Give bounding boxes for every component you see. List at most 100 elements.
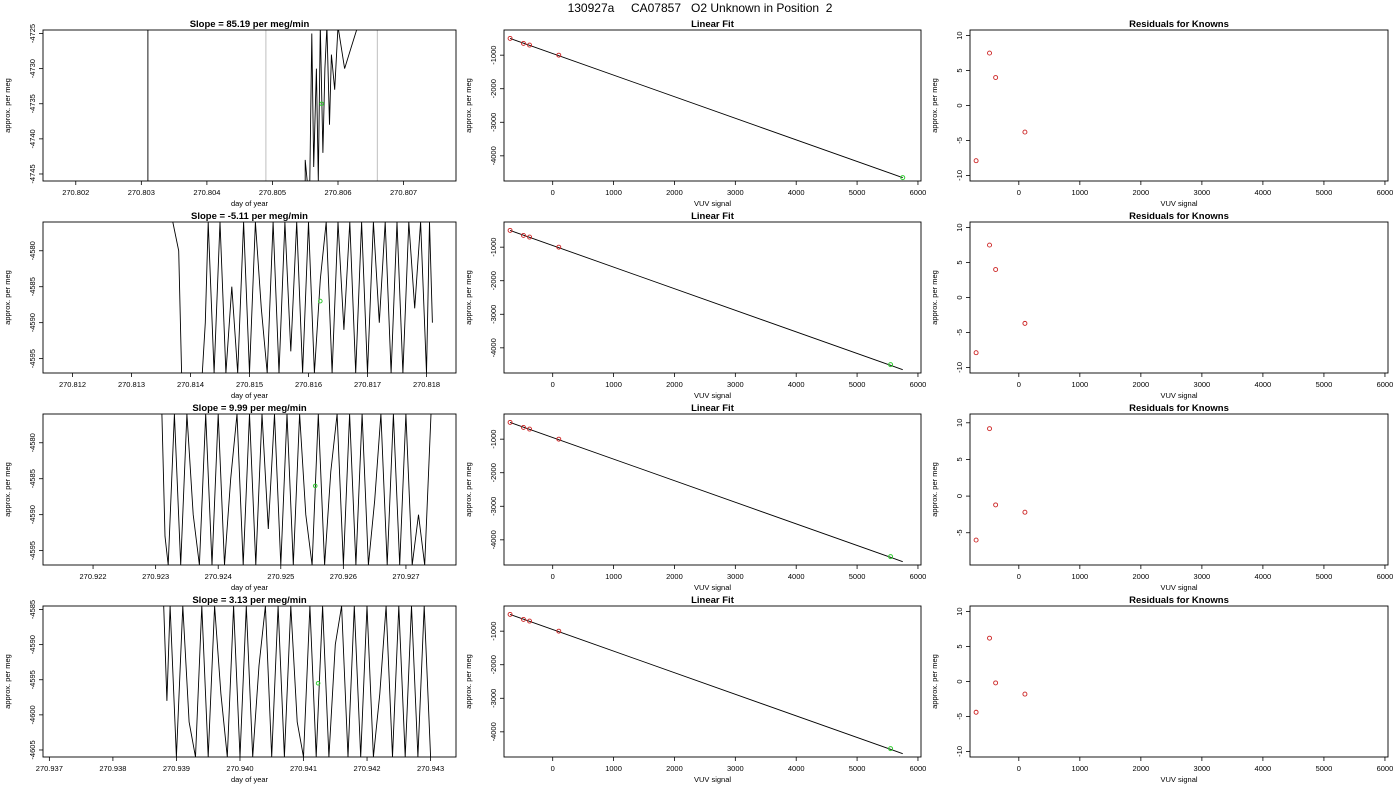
fit-1-xtick-label: 2000 — [666, 188, 683, 197]
resid-1-xtick-label: 1000 — [1071, 188, 1088, 197]
time-2-xtick-label: 270.816 — [295, 380, 322, 389]
fit-2-ytick-label: -1000 — [489, 238, 498, 257]
fit-1-unknown-point — [900, 175, 906, 181]
time-1-xtick-label: 270.804 — [193, 188, 220, 197]
resid-3-xtick-label: 4000 — [1255, 572, 1272, 581]
resid-4-plot-area — [973, 635, 1028, 715]
fit-2-known-point — [521, 232, 526, 238]
time-2-ytick-label: -4595 — [28, 349, 37, 368]
resid-2-xtick-label: 0 — [1017, 380, 1021, 389]
resid-3-xlabel: VUV signal — [1160, 583, 1197, 592]
fit-4-xtick-label: 2000 — [666, 764, 683, 773]
time-3-xtick-label: 270.926 — [330, 572, 357, 581]
fit-3-xtick-label: 1000 — [605, 572, 622, 581]
time-1-xtick-label: 270.806 — [324, 188, 351, 197]
fit-3-ytick-label: -1000 — [489, 430, 498, 449]
fit-4-fit-line — [509, 613, 903, 755]
fit-4-known-point — [556, 628, 562, 634]
resid-4-xtick-label: 4000 — [1255, 764, 1272, 773]
resid-1-ylabel: approx. per meg — [930, 78, 939, 133]
resid-1-plot-area — [973, 50, 1028, 164]
time-3-xlabel: day of year — [231, 583, 269, 592]
time-2-ytick-label: -4585 — [28, 277, 37, 296]
fit-1-xtick-label: 0 — [551, 188, 555, 197]
resid-3-known-point — [987, 426, 992, 432]
fit-3-xtick-label: 5000 — [849, 572, 866, 581]
resid-2-xlabel: VUV signal — [1160, 391, 1197, 400]
time-4-xtick-label: 270.938 — [99, 764, 126, 773]
resid-2-xtick-label: 2000 — [1133, 380, 1150, 389]
resid-2-known-point — [973, 350, 979, 356]
resid-3-known-point — [993, 502, 999, 508]
fit-3-xtick-label: 4000 — [788, 572, 805, 581]
fit-2-known-point — [556, 244, 562, 250]
fit-1-xtick-label: 1000 — [605, 188, 622, 197]
fit-3-ytick-label: -3000 — [489, 497, 498, 516]
fit-3-known-point — [507, 419, 513, 425]
time-4-ytick-label: -4585 — [28, 600, 37, 619]
resid-3-ylabel: approx. per meg — [930, 462, 939, 517]
time-3-xtick-label: 270.922 — [79, 572, 106, 581]
resid-3-xtick-label: 5000 — [1316, 572, 1333, 581]
resid-3-plot-area — [973, 426, 1028, 543]
resid-4-ytick-label: -10 — [955, 746, 964, 757]
time-4-ytick-label: -4595 — [28, 670, 37, 689]
time-2-xtick-label: 270.812 — [59, 380, 86, 389]
time-3-xtick-label: 270.923 — [142, 572, 169, 581]
resid-3-xtick-label: 1000 — [1071, 572, 1088, 581]
fit-3-ytick-label: -4000 — [489, 530, 498, 549]
time-4-xtick-label: 270.939 — [163, 764, 190, 773]
time-3-xtick-label: 270.927 — [392, 572, 419, 581]
resid-1-ytick-label: 5 — [955, 68, 964, 72]
resid-4-xtick-label: 3000 — [1194, 764, 1211, 773]
fit-2-ylabel: approx. per meg — [464, 270, 473, 325]
fit-4-xlabel: VUV signal — [694, 775, 731, 784]
resid-2-ytick-label: -10 — [955, 362, 964, 373]
fit-2-xtick-label: 2000 — [666, 380, 683, 389]
fit-3-xtick-label: 2000 — [666, 572, 683, 581]
fit-4-known-point — [521, 616, 526, 622]
time-4-ytick-label: -4605 — [28, 740, 37, 759]
fit-1-known-point — [507, 35, 513, 41]
fit-4-ytick-label: -2000 — [489, 655, 498, 674]
resid-4-xtick-label: 5000 — [1316, 764, 1333, 773]
time-4-ytick-label: -4600 — [28, 705, 37, 724]
resid-1-xtick-label: 4000 — [1255, 188, 1272, 197]
resid-4-known-point — [973, 709, 979, 715]
resid-4-xtick-label: 6000 — [1377, 764, 1394, 773]
resid-3-ytick-label: 10 — [955, 419, 964, 427]
fit-1-known-point — [527, 42, 533, 48]
resid-4-known-point — [993, 680, 999, 686]
time-2-unknown-point — [318, 298, 323, 304]
time-3-trace-line — [161, 414, 432, 565]
resid-2-xtick-label: 3000 — [1194, 380, 1211, 389]
fit-4-xtick-label: 4000 — [788, 764, 805, 773]
resid-4-ytick-label: 10 — [955, 607, 964, 615]
time-4-unknown-point — [315, 680, 321, 686]
fit-2-known-point — [507, 227, 513, 233]
resid-1-title: Residuals for Knowns — [1129, 19, 1229, 30]
fit-1-xtick-label: 3000 — [727, 188, 744, 197]
time-1-ytick-label: -4740 — [28, 129, 37, 148]
time-2-xtick-label: 270.813 — [118, 380, 145, 389]
time-3-frame — [42, 413, 457, 566]
resid-4-known-point — [987, 635, 992, 641]
resid-1-known-point — [987, 50, 992, 56]
fit-2-ytick-label: -4000 — [489, 338, 498, 357]
resid-3-title: Residuals for Knowns — [1129, 403, 1229, 414]
time-1-ytick-label: -4735 — [28, 94, 37, 113]
fit-2-ytick-label: -3000 — [489, 305, 498, 324]
resid-2-xtick-label: 5000 — [1316, 380, 1333, 389]
fit-4-known-point — [507, 611, 513, 617]
resid-3-frame — [969, 413, 1389, 566]
resid-1-xtick-label: 3000 — [1194, 188, 1211, 197]
fit-4-xtick-label: 1000 — [605, 764, 622, 773]
fit-2-frame — [503, 221, 922, 374]
fit-4-xtick-label: 5000 — [849, 764, 866, 773]
fit-2-xtick-label: 1000 — [605, 380, 622, 389]
resid-3-known-point — [1022, 509, 1028, 515]
time-1-ytick-label: -4725 — [28, 24, 37, 43]
fit-2-xtick-label: 3000 — [727, 380, 744, 389]
fit-2-xtick-label: 0 — [551, 380, 555, 389]
resid-1-known-point — [993, 75, 999, 80]
